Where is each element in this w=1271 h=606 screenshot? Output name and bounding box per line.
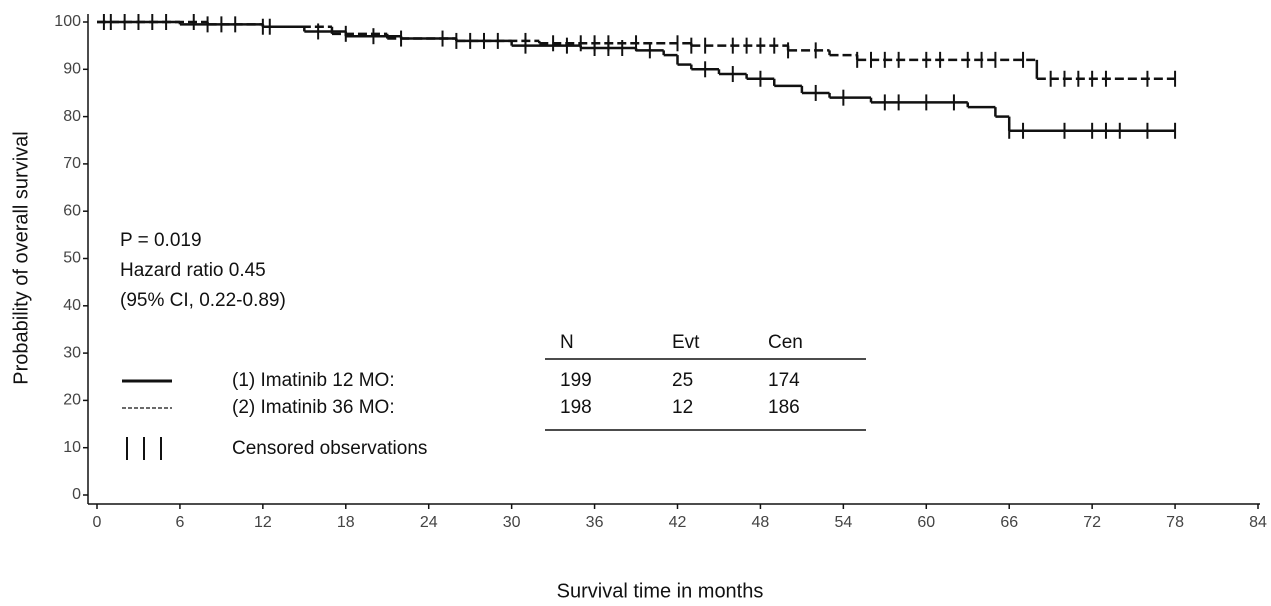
table-cell: 25 (672, 370, 693, 391)
table-cell: 174 (768, 370, 800, 391)
table-header: Evt (672, 332, 700, 353)
x-tick-label: 12 (254, 514, 272, 531)
annotation: (95% CI, 0.22-0.89) (120, 290, 286, 311)
legend-label: (2) Imatinib 36 MO: (232, 397, 395, 418)
y-tick-label: 100 (54, 13, 81, 30)
x-axis-label: Survival time in months (557, 580, 764, 602)
y-tick-label: 10 (63, 439, 81, 456)
x-tick-label: 66 (1000, 514, 1018, 531)
y-tick-label: 20 (63, 392, 81, 409)
y-tick-label: 90 (63, 61, 81, 78)
annotation: Hazard ratio 0.45 (120, 260, 266, 281)
y-tick-label: 50 (63, 250, 81, 267)
x-tick-label: 42 (669, 514, 687, 531)
x-tick-label: 24 (420, 514, 438, 531)
censor-legend-symbol (126, 437, 162, 460)
table-cell: 198 (560, 397, 592, 418)
annotation: P = 0.019 (120, 230, 202, 251)
x-tick-label: 54 (834, 514, 852, 531)
y-tick-label: 70 (63, 155, 81, 172)
y-axis-label: Probability of overall survival (10, 131, 32, 384)
x-tick-label: 60 (917, 514, 935, 531)
y-tick-label: 40 (63, 297, 81, 314)
x-tick-label: 72 (1083, 514, 1101, 531)
y-tick-label: 60 (63, 202, 81, 219)
table-cell: 12 (672, 397, 693, 418)
table-cell: 199 (560, 370, 592, 391)
legend-label: Censored observations (232, 438, 427, 459)
x-tick-label: 0 (93, 514, 102, 531)
x-tick-label: 78 (1166, 514, 1184, 531)
x-tick-label: 84 (1249, 514, 1267, 531)
x-tick-label: 18 (337, 514, 355, 531)
x-tick-label: 48 (752, 514, 770, 531)
x-tick-label: 30 (503, 514, 521, 531)
y-tick-label: 30 (63, 344, 81, 361)
table-cell: 186 (768, 397, 800, 418)
y-tick-label: 80 (63, 108, 81, 125)
y-tick-label: 0 (72, 486, 81, 503)
x-tick-label: 36 (586, 514, 604, 531)
x-tick-label: 6 (175, 514, 184, 531)
table-header: N (560, 332, 574, 353)
table-header: Cen (768, 332, 803, 353)
legend-label: (1) Imatinib 12 MO: (232, 370, 395, 391)
